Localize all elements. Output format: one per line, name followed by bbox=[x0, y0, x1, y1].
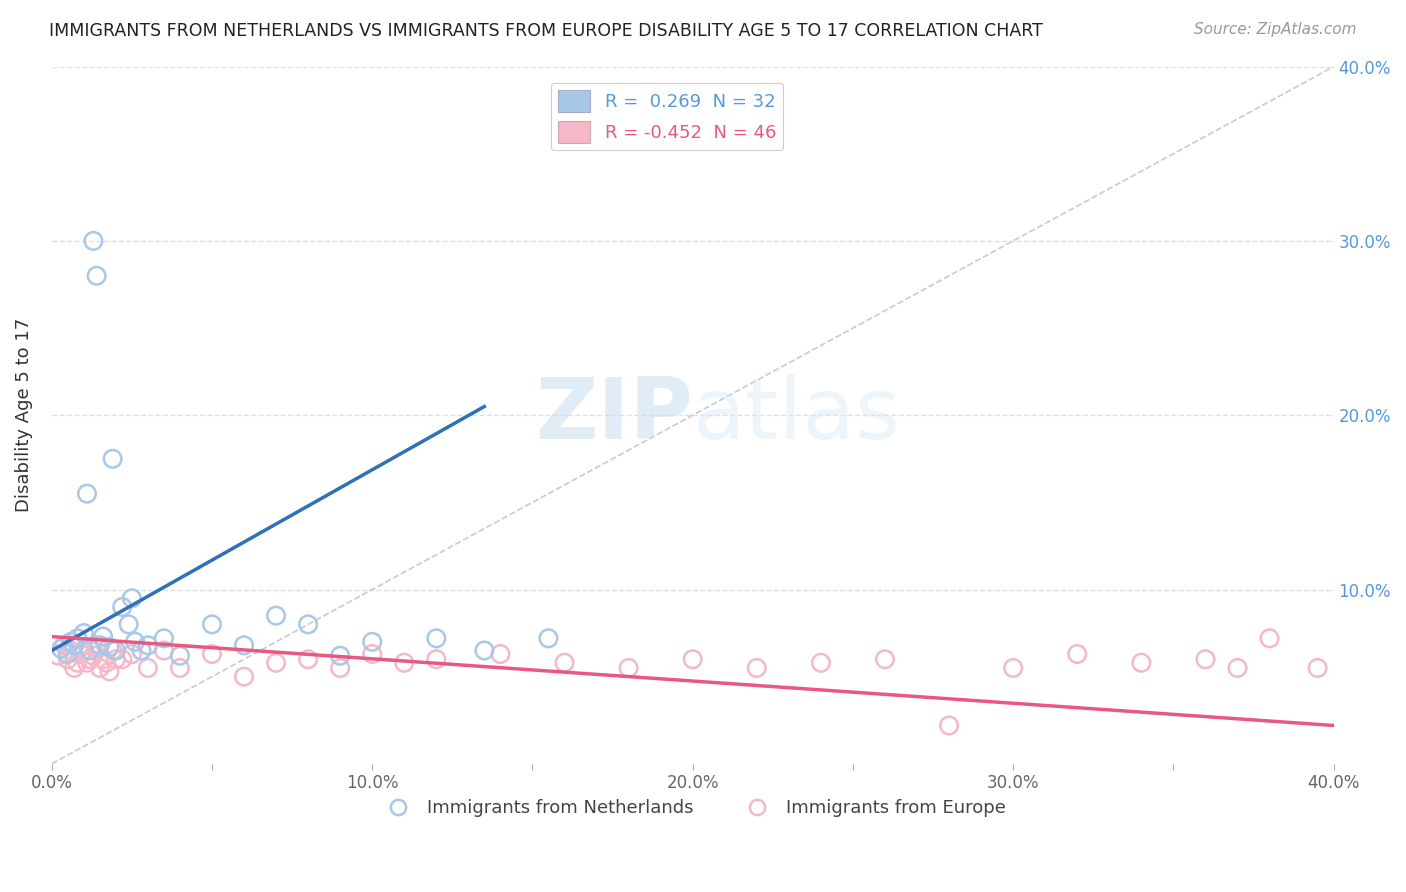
Point bbox=[63, 638, 86, 652]
Point bbox=[1066, 647, 1088, 661]
Point bbox=[96, 656, 118, 670]
Point bbox=[394, 656, 416, 670]
Point bbox=[136, 638, 159, 652]
Point bbox=[63, 661, 86, 675]
Point bbox=[169, 661, 191, 675]
Point bbox=[56, 652, 79, 666]
Point bbox=[98, 640, 121, 654]
Point bbox=[169, 648, 191, 663]
Legend: Immigrants from Netherlands, Immigrants from Europe: Immigrants from Netherlands, Immigrants … bbox=[373, 792, 1012, 824]
Point bbox=[938, 718, 960, 732]
Point bbox=[86, 268, 108, 283]
Point bbox=[297, 652, 319, 666]
Point bbox=[56, 647, 79, 661]
Point bbox=[233, 638, 256, 652]
Point bbox=[59, 635, 82, 649]
Point bbox=[329, 661, 352, 675]
Point bbox=[264, 656, 287, 670]
Point bbox=[121, 591, 143, 606]
Point bbox=[745, 661, 768, 675]
Point bbox=[201, 647, 224, 661]
Point bbox=[553, 656, 575, 670]
Point bbox=[121, 647, 143, 661]
Point bbox=[46, 648, 69, 663]
Point bbox=[79, 643, 101, 657]
Point bbox=[297, 617, 319, 632]
Point bbox=[361, 647, 384, 661]
Point bbox=[1130, 656, 1153, 670]
Point bbox=[66, 632, 89, 646]
Point bbox=[425, 652, 447, 666]
Point bbox=[1306, 661, 1329, 675]
Point bbox=[617, 661, 640, 675]
Point bbox=[111, 599, 134, 614]
Point bbox=[489, 647, 512, 661]
Point bbox=[91, 652, 114, 666]
Point bbox=[82, 234, 104, 248]
Point bbox=[76, 656, 98, 670]
Point bbox=[89, 638, 111, 652]
Point bbox=[98, 665, 121, 679]
Point bbox=[810, 656, 832, 670]
Point bbox=[101, 451, 124, 466]
Point bbox=[1002, 661, 1025, 675]
Point bbox=[1226, 661, 1249, 675]
Point bbox=[264, 608, 287, 623]
Point bbox=[361, 635, 384, 649]
Point bbox=[474, 643, 496, 657]
Point bbox=[131, 643, 153, 657]
Y-axis label: Disability Age 5 to 17: Disability Age 5 to 17 bbox=[15, 318, 32, 512]
Text: atlas: atlas bbox=[693, 374, 901, 457]
Point bbox=[329, 648, 352, 663]
Point bbox=[59, 643, 82, 657]
Point bbox=[537, 632, 560, 646]
Point bbox=[101, 643, 124, 657]
Point bbox=[425, 632, 447, 646]
Point bbox=[1194, 652, 1216, 666]
Point bbox=[76, 486, 98, 500]
Point bbox=[201, 617, 224, 632]
Point bbox=[111, 652, 134, 666]
Point bbox=[73, 643, 96, 657]
Point bbox=[104, 643, 127, 657]
Point bbox=[124, 635, 146, 649]
Point bbox=[91, 630, 114, 644]
Point bbox=[233, 670, 256, 684]
Point bbox=[86, 638, 108, 652]
Point bbox=[682, 652, 704, 666]
Point bbox=[153, 632, 176, 646]
Point bbox=[136, 661, 159, 675]
Point bbox=[66, 656, 89, 670]
Point bbox=[118, 617, 141, 632]
Point bbox=[104, 652, 127, 666]
Point bbox=[53, 638, 76, 652]
Point bbox=[79, 652, 101, 666]
Point bbox=[82, 648, 104, 663]
Point bbox=[153, 643, 176, 657]
Text: Source: ZipAtlas.com: Source: ZipAtlas.com bbox=[1194, 22, 1357, 37]
Point bbox=[69, 647, 91, 661]
Point bbox=[73, 626, 96, 640]
Point bbox=[89, 661, 111, 675]
Text: ZIP: ZIP bbox=[534, 374, 693, 457]
Point bbox=[873, 652, 896, 666]
Point bbox=[1258, 632, 1281, 646]
Text: IMMIGRANTS FROM NETHERLANDS VS IMMIGRANTS FROM EUROPE DISABILITY AGE 5 TO 17 COR: IMMIGRANTS FROM NETHERLANDS VS IMMIGRANT… bbox=[49, 22, 1043, 40]
Point bbox=[51, 641, 73, 656]
